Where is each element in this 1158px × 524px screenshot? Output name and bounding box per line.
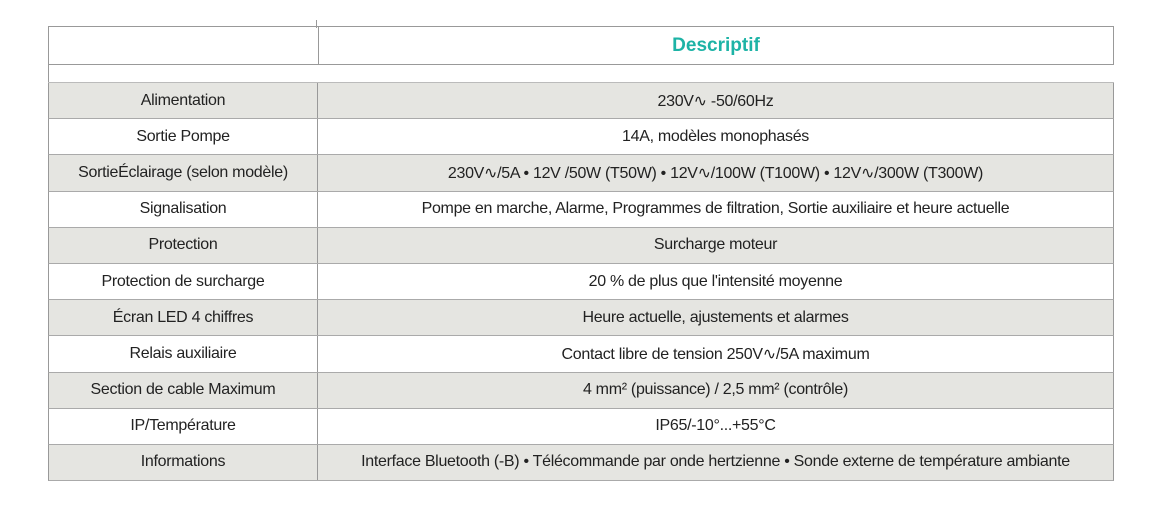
row-label: IP/Température: [49, 408, 318, 444]
header-title: Descriptif: [672, 34, 760, 56]
row-value: 230V∿/5A • 12V /50W (T50W) • 12V∿/100W (…: [447, 164, 984, 182]
table-row: Section de cable Maximum 4 mm² (puissance…: [48, 372, 1114, 409]
table-body: Alimentation 230V∿ -50/60Hz Sortie Pompe 14…: [48, 82, 1114, 482]
header-label-cell: [49, 27, 319, 64]
table-row: Alimentation 230V∿ -50/60Hz: [48, 83, 1114, 120]
table-row: Protection Surcharge moteur: [48, 227, 1114, 264]
spacer-row: [48, 65, 1114, 82]
row-value: IP65/-10°...+55°C: [655, 417, 776, 435]
row-label: Signalisation: [49, 191, 318, 227]
row-label: Section de cable Maximum: [49, 372, 318, 408]
divider: [316, 20, 317, 28]
row-label: SortieÉclairage (selon modèle): [49, 155, 318, 191]
table-row: Écran LED 4 chiffres Heure actuelle, ajus…: [48, 300, 1114, 337]
row-value: 4 mm² (puissance) / 2,5 mm² (contrôle): [582, 381, 849, 399]
table-row: Sortie Pompe 14A, modèles monophasés: [48, 119, 1114, 156]
row-label: Protection de surcharge: [49, 263, 318, 300]
row-label: Écran LED 4 chiffres: [49, 300, 318, 336]
row-label: Informations: [49, 444, 318, 481]
row-value: 230V∿ -50/60Hz: [657, 92, 774, 110]
row-value: Surcharge moteur: [653, 236, 778, 254]
row-value: 20 % de plus que l'intensité moyenne: [588, 272, 843, 290]
table-row: SortieÉclairage (selon modèle) 230V∿/5A •…: [48, 155, 1114, 192]
table-row: IP/Température IP65/-10°...+55°C: [48, 408, 1114, 445]
row-value: Interface Bluetooth (-B) • Télécommande …: [361, 453, 1070, 471]
table-row: Signalisation Pompe en marche, Alarme, Pr…: [48, 191, 1114, 228]
row-label: Alimentation: [49, 83, 318, 119]
table-row: Relais auxiliaire Contact libre de tensio…: [48, 336, 1114, 373]
spec-table: Descriptif Alimentation 230V∿ -50/60Hz Sor…: [48, 26, 1114, 482]
row-label: Relais auxiliaire: [49, 336, 318, 372]
row-label: Sortie Pompe: [49, 119, 318, 155]
row-value: 14A, modèles monophasés: [622, 127, 809, 145]
table-row: Protection de surcharge 20 % de plus que …: [48, 263, 1114, 301]
table-header: Descriptif: [48, 26, 1114, 65]
row-value: Pompe en marche, Alarme, Programmes de f…: [421, 200, 1010, 218]
row-value: Heure actuelle, ajustements et alarmes: [582, 308, 849, 326]
table-row: Informations Interface Bluetooth (-B) • T…: [48, 444, 1114, 482]
row-label: Protection: [49, 227, 318, 263]
row-value: Contact libre de tension 250V∿/5A maximu…: [561, 345, 870, 363]
